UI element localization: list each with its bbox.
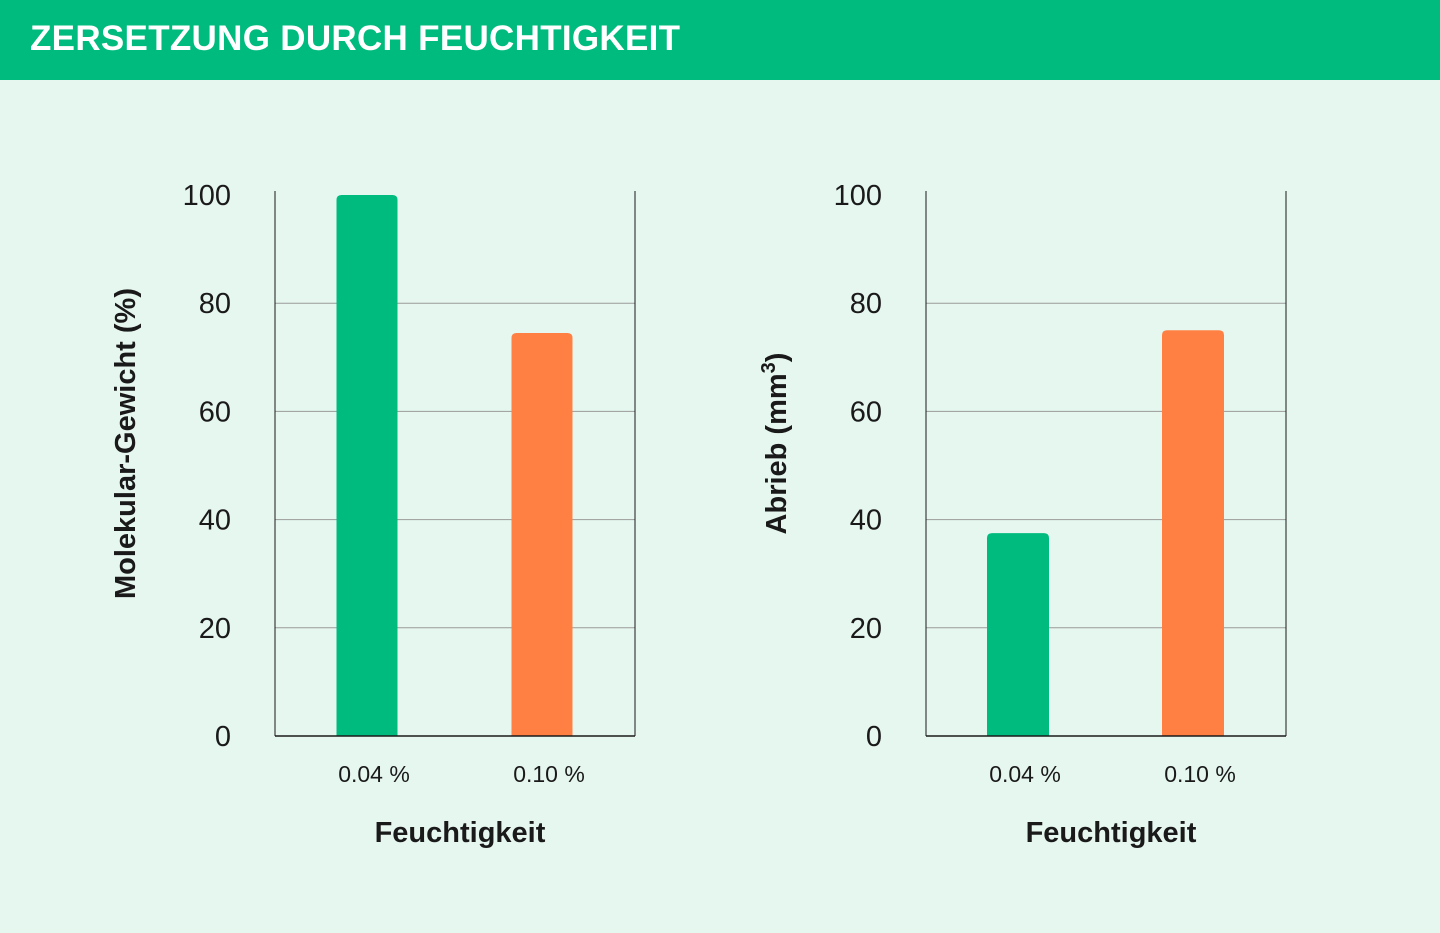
gridlines: [926, 302, 1286, 629]
y-axis-title-end: ): [761, 353, 793, 363]
x-tick-labels: 0.04 % 0.10 %: [989, 761, 1236, 787]
y-tick-label: 20: [199, 613, 231, 645]
chart-abrasion: 0 20 40 60 80 100 0.04 % 0.10 % Feuchtigkeit A…: [758, 180, 1287, 849]
x-tick-label: 0.04 %: [338, 761, 410, 787]
y-axis-title: Abrieb (mm3): [758, 353, 793, 535]
x-axis-title: Feuchtigkeit: [1026, 817, 1197, 849]
x-tick-label: 0.10 %: [513, 761, 585, 787]
y-tick-label: 0: [215, 721, 231, 753]
y-axis-title-main: Abrieb (mm: [761, 373, 793, 534]
bars: [336, 195, 573, 736]
y-axis-title-superscript: 3: [758, 362, 780, 373]
y-tick-label: 20: [850, 613, 882, 645]
y-tick-labels: 0 20 40 60 80 100: [183, 180, 231, 753]
x-tick-label: 0.04 %: [989, 761, 1061, 787]
chart-molecular-weight: 0 20 40 60 80 100 0.04 % 0.10 % Feuchtigkeit M…: [110, 180, 636, 849]
bar-low-humidity: [336, 195, 398, 736]
y-tick-label: 100: [183, 180, 231, 212]
x-axis-title: Feuchtigkeit: [375, 817, 546, 849]
y-tick-label: 40: [199, 505, 231, 537]
bar-high-humidity: [511, 332, 573, 736]
y-tick-label: 100: [834, 180, 882, 212]
y-tick-labels: 0 20 40 60 80 100: [834, 180, 882, 753]
y-tick-label: 60: [199, 396, 231, 428]
bars: [987, 330, 1224, 736]
y-axis-title: Molekular-Gewicht (%): [110, 288, 142, 599]
x-tick-labels: 0.04 % 0.10 %: [338, 761, 585, 787]
x-tick-label: 0.10 %: [1164, 761, 1236, 787]
gridlines: [275, 302, 635, 629]
bar-low-humidity: [987, 533, 1049, 736]
header-bar: ZERSETZUNG DURCH FEUCHTIGKEIT: [0, 0, 1440, 80]
y-tick-label: 0: [866, 721, 882, 753]
y-tick-label: 80: [199, 288, 231, 320]
y-tick-label: 60: [850, 396, 882, 428]
y-tick-label: 80: [850, 288, 882, 320]
y-tick-label: 40: [850, 505, 882, 537]
page-title: ZERSETZUNG DURCH FEUCHTIGKEIT: [30, 19, 681, 58]
bar-high-humidity: [1162, 330, 1224, 736]
